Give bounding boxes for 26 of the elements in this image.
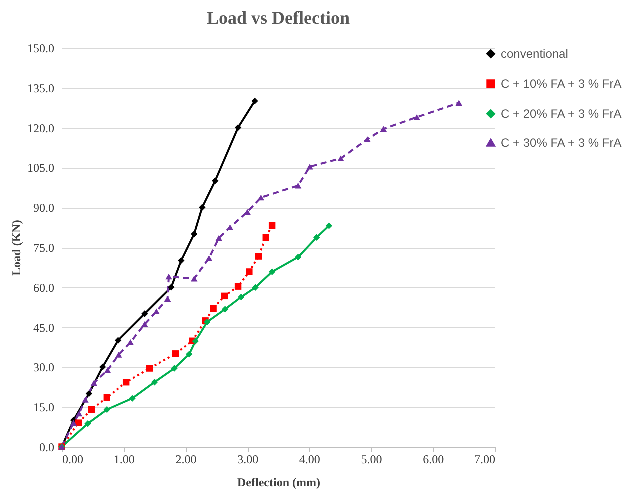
x-axis-title: Deflection (mm): [238, 476, 320, 490]
x-tick-label: 4.00: [299, 452, 320, 466]
legend-label: C + 20% FA + 3 % FrA: [501, 107, 622, 121]
y-tick-label: 150.0: [28, 42, 54, 56]
y-tick-label: 0.0: [40, 440, 54, 454]
x-tick-label: 3.00: [238, 452, 259, 466]
y-tick-label: 75.0: [34, 241, 54, 255]
y-tick-label: 15.0: [34, 400, 54, 415]
y-tick-label: 30.0: [34, 360, 54, 375]
y-tick-label: 105.0: [28, 161, 54, 176]
legend-label: conventional: [501, 47, 568, 61]
x-tick-label: 2.00: [176, 452, 197, 466]
x-tick-label: 7.00: [474, 452, 496, 466]
x-tick-label: 1.00: [114, 452, 135, 466]
y-axis-title: Load (KN): [10, 220, 24, 276]
y-tick-label: 60.0: [34, 280, 54, 295]
x-tick-label: 5.00: [361, 452, 382, 466]
y-tick-label: 135.0: [28, 81, 54, 96]
y-tick-label: 45.0: [34, 320, 54, 335]
legend-label: C + 10% FA + 3 % FrA: [501, 77, 622, 91]
legend-label: C + 30% FA + 3 % FrA: [501, 136, 622, 150]
y-tick-label: 90.0: [34, 201, 54, 216]
y-tick-label: 120.0: [28, 121, 54, 136]
x-tick-label: 6.00: [423, 452, 444, 466]
x-tick-label: 0.00: [62, 452, 84, 466]
chart-title: Load vs Deflection: [207, 8, 350, 28]
